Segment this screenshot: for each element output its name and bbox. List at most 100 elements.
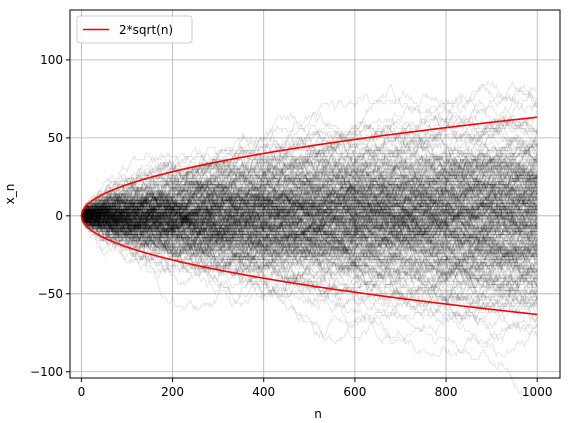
random-walk-254 [81, 170, 538, 231]
random-walk-103 [81, 179, 538, 237]
random-walk-197 [81, 179, 538, 249]
random-walk-1 [80, 184, 538, 236]
random-walk-291 [80, 99, 538, 224]
random-walk-287 [80, 161, 538, 243]
random-walk-151 [81, 151, 538, 265]
random-walk-181 [80, 146, 538, 221]
random-walk-47 [81, 131, 538, 232]
random-walk-178 [81, 164, 538, 231]
random-walk-167 [80, 136, 538, 234]
random-walk-64 [80, 207, 538, 290]
random-walk-21 [80, 176, 538, 223]
random-walk-110 [81, 195, 538, 280]
random-walk-19 [81, 157, 538, 226]
random-walk-53 [80, 109, 538, 224]
random-walk-239 [80, 187, 538, 273]
random-walk-146 [81, 207, 538, 289]
random-walk-252 [80, 205, 538, 345]
random-walk-7 [81, 146, 538, 221]
random-walk-286 [80, 190, 538, 237]
random-walk-278 [81, 202, 538, 279]
random-walk-185 [80, 176, 538, 229]
random-walk-234 [80, 121, 538, 224]
random-walk-80 [81, 190, 538, 231]
random-walk-290 [81, 215, 538, 343]
random-walk-50 [81, 162, 538, 243]
random-walk-140 [81, 187, 538, 267]
random-walk-81 [81, 210, 538, 340]
random-walk-122 [81, 170, 538, 226]
random-walk-193 [80, 185, 538, 267]
plot-frame [69, 9, 561, 379]
random-walk-116 [81, 209, 538, 276]
random-walk-72 [81, 201, 538, 256]
random-walk-126 [81, 215, 538, 302]
random-walk-95 [80, 83, 538, 221]
random-walk-274 [80, 207, 538, 296]
random-walk-70 [80, 179, 538, 239]
random-walk-236 [81, 210, 538, 324]
random-walk-79 [80, 210, 538, 312]
random-walk-268 [81, 162, 538, 237]
random-walk-182 [81, 195, 538, 252]
random-walk-51 [81, 182, 538, 237]
random-walk-160 [80, 177, 538, 221]
x-tick-label-4: 800 [435, 385, 458, 399]
random-walk-299 [80, 139, 538, 227]
random-walk-56 [81, 84, 538, 226]
random-walk-40 [80, 198, 538, 259]
random-walk-258 [80, 132, 538, 251]
random-walk-188 [81, 173, 538, 227]
random-walk-166 [80, 193, 538, 252]
random-walk-293 [81, 198, 538, 246]
random-walk-60 [80, 170, 538, 264]
random-walk-195 [80, 184, 538, 237]
random-walk-186 [81, 145, 538, 218]
random-walk-152 [81, 164, 538, 227]
random-walk-207 [81, 148, 538, 224]
random-walk-123 [81, 189, 538, 270]
y-tick-label-2: 0 [55, 209, 63, 223]
random-walk-201 [81, 151, 538, 223]
random-walk-233 [81, 212, 538, 264]
random-walk-298 [80, 187, 538, 257]
random-walk-73 [80, 198, 538, 273]
random-walk-168 [80, 201, 538, 295]
random-walk-32 [80, 212, 538, 279]
random-walk-98 [80, 209, 538, 292]
random-walk-240 [80, 207, 538, 265]
random-walk-192 [81, 205, 538, 262]
random-walk-187 [80, 198, 538, 290]
random-walk-157 [81, 202, 538, 273]
random-walk-97 [80, 123, 538, 221]
random-walk-26 [81, 189, 538, 239]
random-walk-245 [80, 195, 538, 254]
random-walk-44 [81, 212, 538, 330]
random-walk-30 [80, 157, 538, 216]
random-walk-125 [80, 189, 538, 242]
random-walk-237 [80, 159, 538, 229]
legend: 2*sqrt(n) [76, 15, 193, 44]
legend-entry-sqrt: 2*sqrt(n) [119, 23, 173, 37]
random-walk-141 [81, 143, 538, 231]
random-walk-129 [80, 215, 538, 280]
legend-box [76, 15, 193, 44]
random-walk-59 [80, 159, 538, 243]
random-walk-101 [81, 168, 538, 246]
x-tick-label-5: 1000 [522, 385, 553, 399]
random-walk-84 [81, 164, 538, 229]
random-walk-17 [80, 210, 538, 268]
random-walk-247 [81, 137, 538, 224]
random-walk-88 [80, 145, 538, 240]
random-walk-289 [80, 174, 538, 252]
random-walk-132 [80, 177, 538, 234]
random-walk-87 [80, 187, 538, 232]
random-walk-263 [80, 195, 538, 280]
random-walk-13 [81, 179, 538, 249]
random-walk-102 [80, 189, 538, 284]
random-walk-34 [81, 195, 538, 252]
random-walk-172 [80, 205, 538, 315]
random-walk-118 [81, 198, 538, 262]
random-walk-218 [80, 165, 538, 237]
y-tick-label-0: −100 [30, 365, 63, 379]
